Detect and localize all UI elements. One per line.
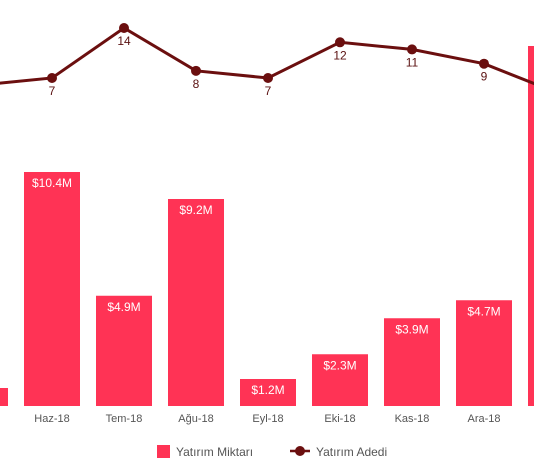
x-tick-Eyl-18: Eyl-18	[252, 413, 283, 425]
line-label-Eki-18: 12	[333, 48, 347, 62]
bar-Kas-18	[384, 318, 440, 406]
line-point-Haz-18	[47, 72, 57, 83]
line-point-Eyl-18	[263, 72, 273, 83]
bar-label-Tem-18: $4.9M	[107, 300, 140, 314]
bar-Ara-18	[456, 300, 512, 406]
bar-series	[0, 46, 534, 406]
line-label-Kas-18: 11	[406, 55, 419, 69]
x-tick-Ağu-18: Ağu-18	[178, 413, 213, 425]
line-label-Ağu-18: 8	[193, 77, 200, 91]
x-tick-Ara-18: Ara-18	[467, 413, 500, 425]
line-point-Ağu-18	[191, 65, 201, 76]
bar-label-Ara-18: $4.7M	[467, 304, 500, 318]
bar-Tem-18	[96, 295, 152, 406]
line-point-Kas-18	[407, 44, 417, 55]
bar-Eki-18	[312, 354, 368, 406]
x-tick-Haz-18: Haz-18	[34, 413, 69, 425]
x-axis-ticks: Haz-18 Tem-18 Ağu-18 Eyl-18 Eki-18 Kas-18 Ara-…	[34, 413, 500, 425]
bar-Haz-18	[24, 172, 80, 406]
bar-label-Eki-18: $2.3M	[323, 358, 356, 372]
bar-label-Eyl-18: $1.2M	[251, 383, 284, 397]
line-series	[0, 23, 534, 86]
bar-Ağu-18	[168, 199, 224, 406]
bar-label-Haz-18: $10.4M	[32, 176, 72, 190]
legend-label-yatirim-miktari: Yatırım Miktarı	[176, 445, 253, 459]
bar-Eyl-18	[240, 379, 296, 406]
line-label-Ara-18: 9	[481, 70, 488, 84]
legend-swatch-yatirim-miktari	[157, 445, 170, 458]
x-tick-Eki-18: Eki-18	[324, 413, 355, 425]
bar-labels: $10.4M$4.9M$9.2M$1.2M$2.3M$3.9M$4.7M$	[32, 176, 501, 397]
line-label-Tem-18: 14	[117, 34, 131, 48]
bar-label-Ağu-18: $9.2M	[179, 203, 212, 217]
line-label-Eyl-18: 7	[265, 84, 272, 98]
line-point-Ara-18	[479, 58, 489, 69]
line-labels: 7 14 8 7 12 11 9	[49, 34, 488, 98]
bar-May-18	[0, 388, 8, 406]
line-point-Tem-18	[119, 23, 129, 33]
bar-Oca-19	[528, 46, 534, 406]
legend-label-yatirim-adedi: Yatırım Adedi	[316, 445, 387, 459]
legend-marker-yatirim-adedi	[295, 446, 305, 456]
line-label-Haz-18: 7	[49, 84, 56, 98]
line-point-Eki-18	[335, 37, 345, 48]
legend: Yatırım Miktarı Yatırım Adedi	[157, 445, 387, 459]
x-tick-Kas-18: Kas-18	[395, 413, 430, 425]
x-tick-Tem-18: Tem-18	[106, 413, 143, 425]
bar-label-Kas-18: $3.9M	[395, 322, 428, 336]
